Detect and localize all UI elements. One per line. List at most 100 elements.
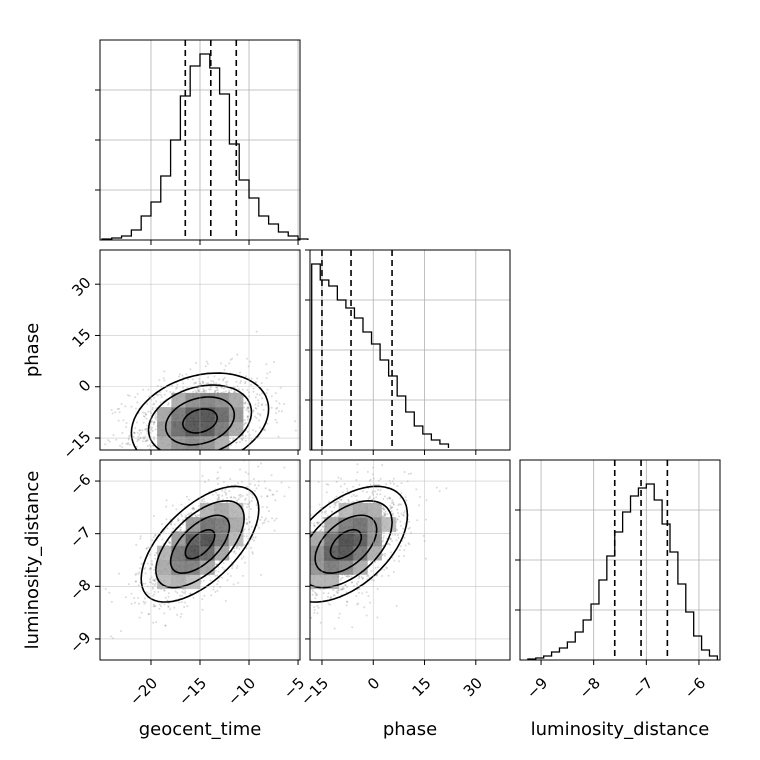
sample-point <box>169 453 171 455</box>
sample-point <box>379 477 382 480</box>
y-tick-label-phase: −15 <box>59 427 94 462</box>
sample-point <box>305 611 307 613</box>
sample-point <box>125 442 128 445</box>
sample-point <box>104 588 107 590</box>
sample-point <box>202 388 205 391</box>
sample-point <box>387 542 390 545</box>
sample-point <box>304 618 306 620</box>
sample-point <box>182 519 185 521</box>
sample-point <box>145 547 148 550</box>
sample-point <box>218 378 220 381</box>
sample-point <box>275 407 278 410</box>
sample-point <box>215 386 218 389</box>
sample-point <box>130 405 133 408</box>
sample-point <box>337 616 340 619</box>
sample-point <box>325 510 327 513</box>
sample-point <box>146 432 149 435</box>
sample-point <box>270 406 273 409</box>
sample-point <box>147 592 150 595</box>
density-cell <box>352 531 368 547</box>
sample-point <box>165 390 168 392</box>
density-cell <box>352 517 368 532</box>
sample-point <box>173 523 176 526</box>
sample-point <box>182 591 185 594</box>
sample-point <box>185 373 188 376</box>
sample-point <box>335 501 338 504</box>
sample-point <box>314 597 317 600</box>
sample-point <box>140 611 143 614</box>
histogram-geocent-time <box>95 39 309 241</box>
sample-point <box>153 515 155 518</box>
sample-point <box>288 486 291 489</box>
sample-point <box>246 415 249 418</box>
sample-point <box>340 498 343 501</box>
sample-point <box>368 497 371 499</box>
contour-line <box>184 529 216 560</box>
sample-point <box>244 561 247 564</box>
sample-point <box>182 454 184 456</box>
sample-point <box>382 544 385 547</box>
sample-point <box>351 581 354 584</box>
sample-point <box>155 418 158 421</box>
sample-point <box>260 462 263 465</box>
sample-point <box>313 609 316 611</box>
density-cell <box>228 421 244 437</box>
sample-point <box>232 437 235 440</box>
sample-point <box>435 486 438 489</box>
sample-point <box>135 445 138 448</box>
sample-point <box>121 456 123 458</box>
sample-point <box>358 574 361 577</box>
density-cell <box>200 545 215 561</box>
sample-point <box>206 362 209 365</box>
sample-point <box>164 624 167 627</box>
contour-line <box>155 499 245 589</box>
sample-point <box>264 429 267 432</box>
sample-point <box>163 589 166 592</box>
sample-point <box>250 383 253 386</box>
sample-point <box>405 499 408 502</box>
sample-point <box>313 522 315 525</box>
sample-point <box>339 579 342 582</box>
sample-point <box>201 598 204 601</box>
sample-point <box>332 589 335 592</box>
density-cell <box>228 502 244 518</box>
sample-point <box>222 378 225 381</box>
sample-point <box>226 496 229 499</box>
sample-point <box>235 567 238 569</box>
sample-point <box>128 435 131 438</box>
sample-point <box>314 591 317 594</box>
sample-point <box>343 587 345 590</box>
sample-point <box>207 478 210 481</box>
sample-point <box>188 512 191 515</box>
sample-point <box>329 505 332 508</box>
sample-point <box>205 455 207 457</box>
sample-point <box>144 411 147 414</box>
sample-point <box>145 427 148 430</box>
sample-point <box>160 394 162 396</box>
sample-point <box>391 512 394 515</box>
sample-point <box>184 590 187 592</box>
sample-point <box>300 558 302 560</box>
sample-point <box>108 440 111 443</box>
sample-point <box>319 528 322 531</box>
sample-point <box>375 496 378 499</box>
sample-point <box>252 536 255 539</box>
sample-point <box>243 543 246 546</box>
sample-point <box>117 572 120 575</box>
sample-point <box>203 390 206 393</box>
sample-point <box>236 353 239 356</box>
sample-point <box>301 524 303 526</box>
sample-point <box>216 494 219 497</box>
sample-point <box>238 453 240 455</box>
sample-point <box>337 591 340 594</box>
sample-point <box>300 545 302 547</box>
sample-point <box>155 621 158 624</box>
sample-point <box>144 567 147 569</box>
sample-point <box>217 570 220 573</box>
sample-point <box>232 486 235 489</box>
sample-point <box>244 401 247 404</box>
sample-point <box>268 488 271 491</box>
sample-point <box>245 357 248 360</box>
x-label-geocent-time: geocent_time <box>139 719 262 740</box>
sample-point <box>135 572 138 575</box>
